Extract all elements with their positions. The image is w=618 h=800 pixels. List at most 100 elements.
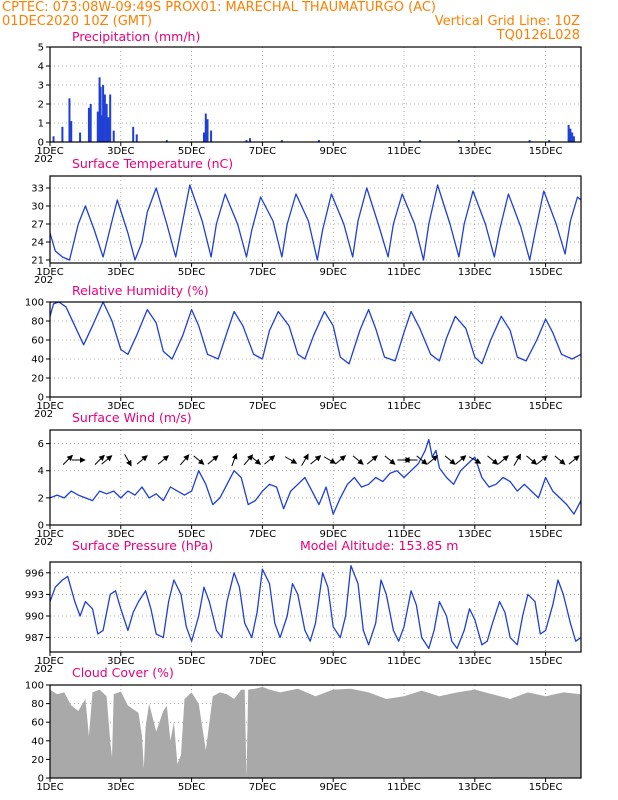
wind-arrow-3 — [101, 455, 113, 465]
wind-arrow-26 — [444, 455, 456, 465]
wind-arrow-12 — [250, 455, 262, 465]
header-model: TQ0126L028 — [496, 28, 580, 43]
precip-bar-35 — [572, 136, 575, 142]
wind-line — [49, 438, 582, 515]
temp-year-stub: 202 — [34, 275, 53, 286]
pres-xtick-label-7: 7DEC — [249, 656, 276, 667]
wind-ytick-label-4: 4 — [38, 466, 44, 477]
rh-xtick-label-13: 13DEC — [458, 401, 492, 412]
cloud-xtick-label-11: 11DEC — [387, 782, 421, 793]
cloud-title: Cloud Cover (%) — [72, 665, 174, 680]
wind-arrow-32 — [526, 455, 538, 465]
rh-title: Relative Humidity (%) — [72, 283, 209, 298]
precip-ytick-label-0: 0 — [38, 138, 44, 149]
rh-xtick-label-5: 5DEC — [178, 401, 205, 412]
header-date: 01DEC2020 10Z (GMT) — [2, 14, 152, 29]
panel-rh: 0 20 40 60 80 100 1DEC 3DEC 5DEC 7DEC 9DEC 11DEC 13D… — [25, 283, 582, 420]
wind-ytick-label-0: 0 — [38, 521, 44, 532]
rh-xtick-label-1: 1DEC — [36, 401, 63, 412]
precip-xtick-label-11: 11DEC — [387, 146, 421, 157]
wind-arrow-24 — [416, 455, 428, 465]
precip-bar-15 — [109, 94, 112, 142]
precip-bar-7 — [96, 111, 99, 142]
panel-precip: 0 1 2 3 4 5 1DEC 3DEC 5DEC 7DEC 9DEC 11DEC 13DEC 15DE… — [34, 29, 582, 165]
cloud-ytick-label-0: 0 — [38, 774, 44, 785]
precip-bar-12 — [103, 94, 106, 142]
precip-ytick-label-2: 2 — [38, 100, 44, 111]
precip-bar-4 — [79, 132, 82, 142]
rh-xtick-label-11: 11DEC — [387, 401, 421, 412]
rh-ytick-label-40: 40 — [31, 355, 44, 366]
wind-arrow-33 — [536, 455, 548, 465]
pres-frame — [49, 561, 582, 653]
pres-year-stub: 202 — [34, 664, 53, 675]
wind-arrow-35 — [568, 455, 580, 465]
rh-xtick-label-3: 3DEC — [107, 401, 134, 412]
wind-arrow-25 — [427, 455, 439, 465]
rh-xtick-label-9: 9DEC — [320, 401, 347, 412]
temp-xtick-label-5: 5DEC — [178, 267, 205, 278]
precip-xtick-label-13: 13DEC — [458, 146, 492, 157]
wind-arrow-4 — [124, 454, 132, 467]
precip-ytick-label-3: 3 — [38, 81, 44, 92]
temp-xtick-label-9: 9DEC — [320, 267, 347, 278]
wind-arrow-31 — [513, 453, 522, 466]
wind-year-stub: 202 — [34, 537, 53, 548]
precip-bar-14 — [107, 117, 110, 142]
panel-cloud: 0 20 40 60 80 100 1DEC 3DEC 5DEC 7DEC 9DEC 11DEC 13D… — [25, 665, 582, 793]
rh-ytick-label-0: 0 — [38, 393, 44, 404]
wind-arrow-0 — [62, 454, 74, 465]
temp-xtick-label-3: 3DEC — [107, 267, 134, 278]
pres-ytick-label-993: 993 — [25, 590, 44, 601]
wind-arrow-14 — [284, 456, 298, 464]
precip-bar-33 — [569, 128, 572, 142]
wind-arrow-8 — [193, 455, 205, 465]
rh-xtick-label-15: 15DEC — [529, 401, 563, 412]
rh-ytick-label-20: 20 — [31, 374, 44, 385]
wind-arrow-15 — [301, 453, 309, 466]
wind-arrow-10 — [231, 452, 238, 467]
wind-title: Surface Wind (m/s) — [72, 410, 192, 425]
precip-bar-25 — [249, 138, 252, 142]
panels: 0 1 2 3 4 5 1DEC 3DEC 5DEC 7DEC 9DEC 11DEC 13DEC 15DE… — [25, 29, 582, 793]
wind-xtick-label-3: 3DEC — [107, 529, 134, 540]
cloud-ytick-label-40: 40 — [31, 736, 44, 747]
precip-bar-21 — [204, 113, 207, 142]
panel-temp: 21 24 27 30 33 1DEC 3DEC 5DEC 7DEC 9DEC 11DEC 13DEC… — [31, 156, 582, 286]
precip-xtick-label-5: 5DEC — [178, 146, 205, 157]
wind-arrow-5 — [136, 455, 148, 465]
pres-title: Surface Pressure (hPa) — [72, 538, 213, 553]
precip-frame — [49, 46, 582, 143]
precip-year-stub: 202 — [34, 154, 53, 165]
precip-ytick-label-1: 1 — [38, 119, 44, 130]
precip-bar-2 — [68, 98, 71, 142]
header-station: CPTEC: 073:08W-09:49S PROX01: MARECHAL T… — [2, 0, 436, 15]
wind-arrow-9 — [207, 455, 219, 465]
pres-xtick-label-3: 3DEC — [107, 656, 134, 667]
cloud-xtick-label-1: 1DEC — [36, 782, 63, 793]
temp-ytick-label-30: 30 — [31, 202, 44, 213]
cloud-frame — [49, 684, 582, 779]
temp-title: Surface Temperature (nC) — [72, 156, 233, 171]
wind-arrow-34 — [554, 455, 566, 465]
wind-xtick-label-7: 7DEC — [249, 529, 276, 540]
temp-ytick-label-24: 24 — [31, 238, 44, 249]
precip-ytick-label-5: 5 — [38, 43, 44, 54]
precip-bar-31 — [548, 140, 551, 142]
precip-xtick-label-9: 9DEC — [320, 146, 347, 157]
cloud-xtick-label-3: 3DEC — [107, 782, 134, 793]
precip-bar-10 — [100, 115, 103, 142]
precip-bar-17 — [132, 126, 135, 142]
cloud-xtick-label-13: 13DEC — [458, 782, 492, 793]
panel-wind: 0 2 4 6 1DEC 3DEC 5DEC 7DEC 9DEC 11DEC 13DEC 15DEC 2… — [34, 410, 582, 548]
wind-arrow-17 — [323, 456, 337, 464]
pres-xtick-label-9: 9DEC — [320, 656, 347, 667]
rh-frame — [49, 301, 582, 398]
temp-xtick-label-1: 1DEC — [36, 267, 63, 278]
precip-bar-1 — [61, 126, 64, 142]
wind-arrow-16 — [310, 455, 322, 465]
wind-ytick-label-2: 2 — [38, 493, 44, 504]
panel-pres: 987 990 993 996 1DEC 3DEC 5DEC 7DEC 9DEC 11DEC 13D… — [25, 538, 582, 675]
